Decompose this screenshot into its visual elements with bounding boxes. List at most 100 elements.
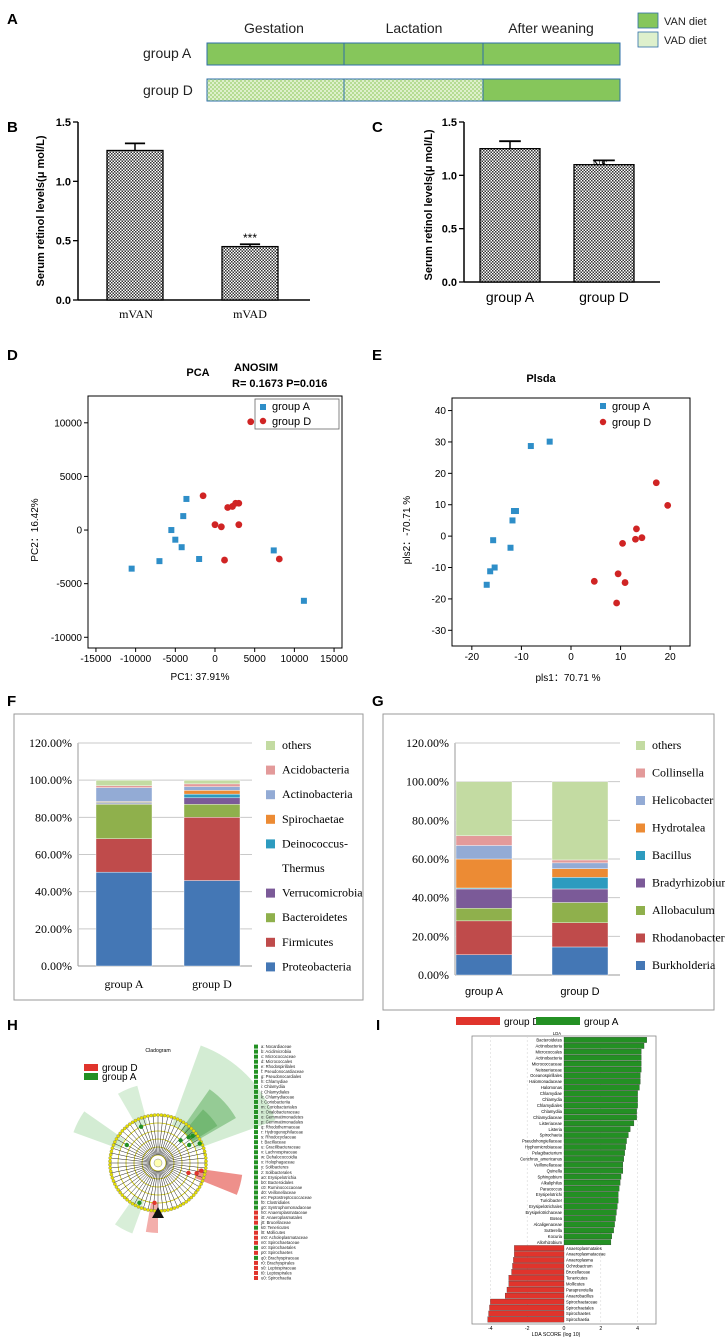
panelF-segment-actinobacteria — [183, 786, 241, 791]
h-key-label: e0: Peptostreptococcaceae — [261, 1195, 312, 1200]
h-key-swatch — [254, 1195, 258, 1200]
i-category-label: Micrococcales — [535, 1049, 562, 1054]
h-key-label: p: Gemmatimonadales — [261, 1119, 303, 1124]
panelD-xtick-label: -5000 — [163, 654, 189, 665]
c-x-label-group-d: group D — [579, 289, 629, 305]
i-bar — [563, 1114, 637, 1121]
bar-group-a-lactation — [343, 42, 484, 66]
h-key-swatch — [254, 1255, 258, 1260]
panelD-ytick-label: -10000 — [51, 633, 83, 644]
panel-label-b: B — [7, 119, 18, 136]
panelG-ytick-label: 80.00% — [412, 813, 449, 827]
h-cladogram-marker — [199, 1168, 204, 1173]
h-cladogram-marker — [194, 1171, 199, 1176]
panelG-legend-swatch — [636, 768, 645, 778]
h-key-label: b: Acidimicrobiia — [261, 1049, 292, 1054]
i-xtick-label: 4 — [636, 1326, 639, 1332]
i-category-label: Sphingobium — [538, 1174, 563, 1179]
panelE-point-group-d — [652, 479, 660, 487]
h-key-swatch — [254, 1155, 258, 1160]
panelE-ytick-label: -10 — [432, 563, 447, 574]
e-legend-marker-group-d — [599, 418, 607, 426]
panelG-legend-swatch — [636, 933, 645, 943]
h-key-label: k0: Tenericutes — [261, 1225, 289, 1230]
i-category-label: Anaeroplasmataceae — [566, 1252, 606, 1257]
h-cladogram-marker — [197, 1141, 202, 1146]
panelF-segment-verrucomicrobia — [183, 797, 241, 805]
h-key-swatch — [254, 1160, 258, 1165]
panelE-point-group-a — [490, 537, 497, 544]
h-key-label: r: Hydrogenophilaceae — [261, 1130, 304, 1135]
panelG-legend-label: Rhodanobacter — [652, 931, 725, 945]
h-cladogram-node — [181, 1201, 186, 1206]
h-cladogram-node — [201, 1146, 206, 1150]
panelG-legend-label: Burkholderia — [652, 958, 716, 972]
h-cladogram-node — [130, 1120, 135, 1125]
panelG-segment-bradyrhizobium — [455, 888, 513, 909]
h-cladogram-branch — [161, 1119, 178, 1156]
h-cladogram-node — [204, 1159, 208, 1164]
h-clade-highlight-green — [73, 1111, 126, 1150]
panelF-legend-label: Deinococcus- — [282, 836, 348, 850]
h-cladogram-node — [202, 1172, 207, 1177]
h-cladogram-node — [172, 1116, 177, 1120]
panelE-point-group-d — [638, 534, 646, 542]
panel-f-stacked-bar: group A group D 0.00% 20.00% 40.00% 60.00% 8… — [13, 713, 364, 1001]
panelE-ytick-label: 20 — [435, 469, 447, 480]
i-bar — [563, 1167, 624, 1174]
panelF-segment-acidobacteria — [183, 783, 241, 787]
i-category-label: Anaeroplasmatales — [566, 1246, 602, 1251]
panelF-ytick-label: 20.00% — [35, 922, 72, 936]
phase-label-lactation: Lactation — [386, 20, 443, 36]
i-bar — [506, 1286, 565, 1293]
h-cladogram-node — [178, 1203, 183, 1208]
panelD-xtick-label: 10000 — [280, 654, 308, 665]
panelF-legend-swatch — [266, 962, 275, 972]
i-bar — [489, 1304, 565, 1311]
h-cladogram-branch — [163, 1168, 194, 1196]
d-anosim-stat: R= 0.1673 P=0.016 — [232, 378, 327, 390]
panelD-ytick-label: -5000 — [56, 579, 82, 590]
panelF-legend-swatch — [266, 937, 275, 947]
h-cladogram-branch — [165, 1165, 204, 1179]
panelD-point-group-a — [172, 536, 179, 543]
h-key-swatch — [254, 1265, 258, 1270]
h-cladogram-node — [166, 1208, 170, 1212]
h-cladogram-node — [111, 1143, 116, 1147]
h-cladogram-branch — [152, 1115, 158, 1156]
h-cladogram-node — [109, 1149, 114, 1154]
h-key-label: s: Rhodocyclaceae — [261, 1135, 297, 1140]
h-cladogram-node — [196, 1188, 200, 1192]
panelG-segment-helicobacter — [551, 862, 609, 869]
i-bar — [563, 1233, 612, 1240]
h-cladogram-node — [122, 1126, 127, 1131]
h-cladogram-node — [143, 1115, 147, 1119]
panelF-legend-label: Verrucomicrobia — [282, 886, 363, 900]
i-category-label: Paracoccus — [540, 1186, 562, 1191]
e-title: Plsda — [526, 373, 556, 385]
panelG-segment-rhodanobacter — [455, 920, 513, 955]
h-cladogram-branch — [110, 1152, 151, 1162]
legend-swatch-vad — [637, 31, 659, 48]
h-cladogram-node — [156, 1113, 160, 1117]
i-category-label: Chlamydiia — [541, 1109, 562, 1114]
h-cladogram-branch — [147, 1115, 157, 1156]
panelD-xtick-label: -10000 — [120, 654, 152, 665]
h-cladogram-branch — [162, 1124, 187, 1157]
h-cladogram-branch — [165, 1164, 206, 1174]
legend-swatch-van — [637, 12, 659, 29]
i-bar — [563, 1138, 627, 1144]
h-cladogram-node — [108, 1169, 113, 1174]
panelG-legend-swatch — [636, 741, 645, 750]
h-cladogram-node — [108, 1166, 113, 1170]
h-key-swatch — [254, 1215, 258, 1220]
h-cladogram-node — [120, 1193, 125, 1197]
h-cladogram-node — [175, 1117, 180, 1121]
h-cladogram-branch — [163, 1168, 191, 1199]
i-bar — [563, 1209, 617, 1216]
h-key-label: x: Holophagaceae — [261, 1160, 295, 1165]
panelE-point-group-a — [509, 517, 516, 524]
h-cladogram-node — [122, 1195, 127, 1200]
panelF-legend-label: Proteobacteria — [282, 959, 352, 973]
h-key-swatch — [254, 1150, 258, 1155]
